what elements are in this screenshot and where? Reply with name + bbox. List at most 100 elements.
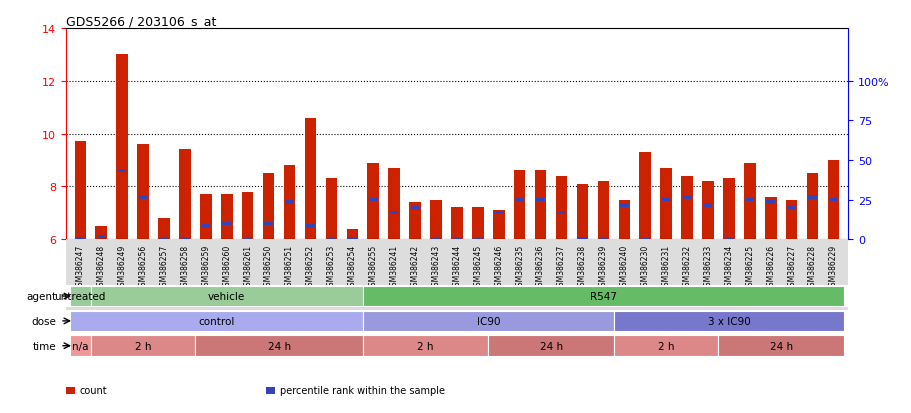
Text: IC90: IC90 bbox=[476, 316, 499, 326]
Text: GSM386240: GSM386240 bbox=[619, 244, 628, 290]
Bar bbox=[701, 182, 713, 240]
Bar bbox=[494, 211, 503, 215]
Bar bbox=[487, 336, 613, 356]
Text: GSM386247: GSM386247 bbox=[76, 244, 85, 290]
Text: GSM386236: GSM386236 bbox=[536, 244, 545, 290]
Text: 2 h: 2 h bbox=[657, 341, 673, 351]
Text: GSM386250: GSM386250 bbox=[264, 244, 272, 290]
Bar bbox=[306, 225, 314, 228]
Bar bbox=[241, 192, 253, 240]
Bar bbox=[515, 198, 524, 202]
Bar bbox=[472, 208, 483, 240]
Bar bbox=[493, 211, 504, 240]
Text: 2 h: 2 h bbox=[417, 341, 434, 351]
Bar bbox=[262, 174, 274, 240]
Text: GSM386258: GSM386258 bbox=[180, 244, 189, 290]
Text: count: count bbox=[79, 385, 107, 395]
Bar bbox=[639, 153, 650, 240]
Bar bbox=[201, 225, 210, 228]
Text: GSM386249: GSM386249 bbox=[118, 244, 127, 290]
Text: GSM386254: GSM386254 bbox=[347, 244, 356, 290]
Text: GSM386261: GSM386261 bbox=[243, 244, 252, 290]
Bar bbox=[660, 169, 671, 240]
Bar bbox=[430, 200, 441, 240]
Bar bbox=[159, 218, 169, 240]
Bar bbox=[451, 208, 462, 240]
Bar bbox=[117, 55, 128, 240]
Bar bbox=[179, 150, 190, 240]
Bar bbox=[555, 176, 567, 240]
Text: vehicle: vehicle bbox=[208, 291, 245, 301]
Bar bbox=[220, 195, 232, 240]
Bar bbox=[363, 286, 843, 306]
Text: GSM386225: GSM386225 bbox=[744, 244, 753, 290]
Bar bbox=[327, 238, 335, 241]
Bar bbox=[661, 198, 670, 202]
Bar bbox=[452, 238, 461, 241]
Bar bbox=[576, 184, 588, 240]
Bar bbox=[91, 286, 363, 306]
Bar bbox=[681, 176, 692, 240]
Text: GSM386231: GSM386231 bbox=[660, 244, 670, 290]
Bar bbox=[613, 311, 843, 331]
Text: GSM386228: GSM386228 bbox=[807, 244, 816, 290]
Bar bbox=[578, 238, 586, 241]
Bar bbox=[367, 163, 379, 240]
Text: untreated: untreated bbox=[55, 291, 106, 301]
Bar bbox=[388, 169, 399, 240]
Bar bbox=[389, 211, 398, 215]
Text: dose: dose bbox=[32, 316, 56, 326]
Bar bbox=[369, 198, 377, 202]
Text: GSM386260: GSM386260 bbox=[222, 244, 231, 290]
Text: GSM386241: GSM386241 bbox=[389, 244, 398, 290]
Bar bbox=[138, 196, 148, 199]
Bar bbox=[807, 196, 816, 199]
Bar bbox=[180, 238, 189, 241]
Bar bbox=[703, 204, 711, 207]
Bar bbox=[619, 204, 628, 207]
Bar bbox=[346, 229, 358, 240]
Text: GSM386237: GSM386237 bbox=[557, 244, 566, 290]
Bar bbox=[70, 336, 91, 356]
Bar bbox=[75, 142, 86, 240]
Text: GSM386243: GSM386243 bbox=[431, 244, 440, 290]
Bar bbox=[534, 171, 546, 240]
Bar bbox=[724, 238, 732, 241]
Bar bbox=[325, 179, 337, 240]
Bar bbox=[118, 169, 127, 173]
Text: GSM386238: GSM386238 bbox=[578, 244, 587, 290]
Bar bbox=[159, 238, 169, 241]
Text: GSM386233: GSM386233 bbox=[702, 244, 711, 290]
Bar bbox=[70, 286, 91, 306]
Bar bbox=[70, 311, 363, 331]
Text: time: time bbox=[33, 341, 56, 351]
Text: control: control bbox=[198, 316, 234, 326]
Text: GSM386251: GSM386251 bbox=[285, 244, 293, 290]
Bar bbox=[640, 238, 649, 241]
Text: GSM386232: GSM386232 bbox=[681, 244, 691, 290]
Text: GSM386229: GSM386229 bbox=[828, 244, 837, 290]
Bar bbox=[200, 195, 211, 240]
Bar bbox=[744, 198, 753, 202]
Bar bbox=[76, 238, 85, 241]
Bar bbox=[473, 238, 482, 241]
Bar bbox=[91, 336, 195, 356]
Bar bbox=[195, 336, 363, 356]
Bar bbox=[599, 238, 607, 241]
Bar bbox=[785, 200, 796, 240]
Bar bbox=[514, 171, 525, 240]
Bar bbox=[718, 336, 843, 356]
Bar bbox=[786, 206, 795, 210]
Text: GSM386235: GSM386235 bbox=[515, 244, 524, 290]
Text: GSM386227: GSM386227 bbox=[786, 244, 795, 290]
Bar bbox=[222, 222, 230, 225]
Text: GSM386242: GSM386242 bbox=[410, 244, 419, 290]
Bar bbox=[283, 166, 295, 240]
Text: GSM386245: GSM386245 bbox=[473, 244, 482, 290]
Bar bbox=[618, 200, 630, 240]
Bar bbox=[828, 198, 837, 202]
Text: 3 x IC90: 3 x IC90 bbox=[707, 316, 750, 326]
Bar bbox=[138, 145, 148, 240]
Bar bbox=[743, 163, 754, 240]
Text: GSM386246: GSM386246 bbox=[494, 244, 503, 290]
